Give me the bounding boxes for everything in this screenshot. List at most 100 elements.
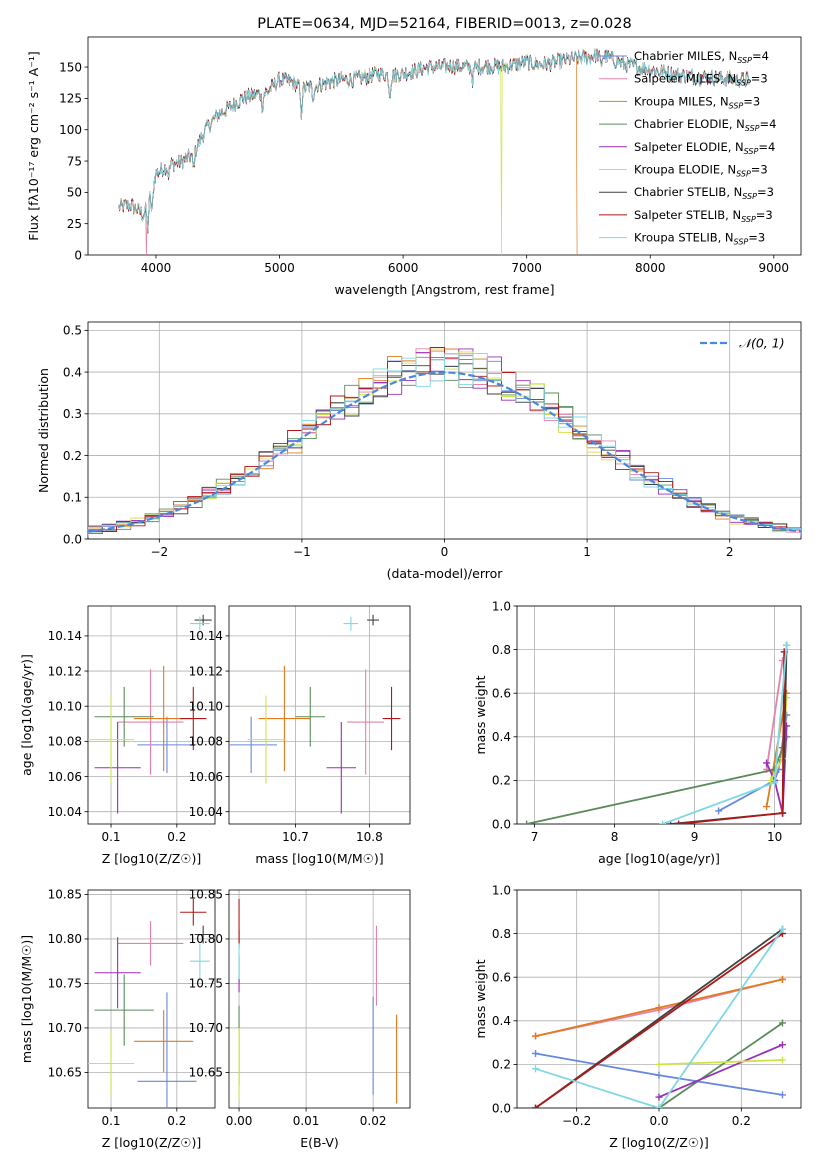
y-axis-label: Normed distribution: [36, 368, 51, 493]
point-kroupa-stelib: [659, 820, 667, 824]
y-axis-label: mass weight: [473, 675, 488, 754]
legend-entry: Salpeter STELIB, NSSP=3: [634, 208, 773, 224]
x-tick-label: 0.2: [732, 1114, 751, 1128]
spectrum-axes: 4000 5000 6000 7000 8000 9000 0 25 50 75 100 125 150…: [26, 36, 802, 297]
x-tick-label: 7000: [511, 261, 542, 275]
errorbar-kroupa-stelib: [343, 616, 359, 631]
residuals-axes: −2 −1 0 1 2 0.0 0.1 0.2 0.3 0.4 0.5 (data-model)/er…: [36, 321, 802, 581]
x-tick-label: 0.2: [167, 830, 186, 844]
point-chabrier-miles: [778, 1091, 786, 1099]
y-tick-label: 75: [67, 154, 82, 168]
x-tick-label: 0: [441, 545, 449, 559]
y-tick-label: 0.4: [63, 365, 82, 379]
point-salpeter-elodie: [763, 759, 771, 767]
x-tick-label: −0.2: [562, 1114, 591, 1128]
point-chabrier-miles: [532, 1050, 540, 1057]
point-kroupa-miles: [778, 975, 786, 983]
errorbar-kroupa-elodie: [247, 695, 285, 784]
mass_weight_vs_age-grid: [517, 605, 801, 825]
y-tick-label: 10.06: [189, 770, 223, 784]
histogram-kroupa-stelib: [88, 353, 801, 534]
legend-entry: Salpeter MILES, NSSP=3: [634, 72, 768, 88]
legend-entry: Salpeter ELODIE, NSSP=4: [634, 140, 775, 156]
x-tick-label: 0.1: [101, 830, 120, 844]
y-tick-label: 10.08: [48, 735, 82, 749]
x-tick-label: 9: [691, 830, 699, 844]
point-kroupa-stelib: [778, 925, 786, 933]
point-salpeter-stelib: [675, 820, 683, 824]
x-tick-label: 10.7: [282, 830, 309, 844]
x-tick-label: −2: [150, 545, 168, 559]
y-tick-label: 50: [67, 186, 82, 200]
y-tick-label: 100: [59, 123, 82, 137]
x-tick-label: 1: [583, 545, 591, 559]
y-tick-label: 10.04: [189, 805, 223, 819]
point-chabrier-miles: [655, 1071, 663, 1079]
point-chabrier-miles: [715, 807, 723, 815]
residuals-frame: [87, 321, 802, 540]
errorbar-chabrier-stelib: [367, 614, 379, 626]
y-tick-label: 1.0: [492, 883, 511, 897]
line-chabrier-stelib: [670, 645, 788, 824]
y-tick-label: 10.08: [189, 735, 223, 749]
errorbar-chabrier-miles: [137, 716, 197, 774]
spectrum-frame: [87, 36, 802, 256]
spectrum-legend: Chabrier MILES, NSSP=4 Salpeter MILES, NS…: [599, 49, 776, 247]
point-kroupa-elodie: [655, 1060, 663, 1068]
age_vs_mass-axes: 10.7 10.8 10.04 10.06 10.08 10.10 10.12 10.14 ma…: [189, 605, 411, 866]
y-tick-label: 10.06: [48, 770, 82, 784]
y-axis-label: mass weight: [473, 959, 488, 1038]
mass_weight_vs_Z-lines: [532, 925, 786, 1108]
x-tick-label: 10.8: [356, 830, 383, 844]
errorbar-salpeter-miles: [347, 669, 385, 775]
point-kroupa-miles: [763, 803, 771, 811]
point-kroupa-elodie: [778, 1056, 786, 1064]
spectrum-series-kroupa-stelib: [118, 48, 750, 233]
x-axis-label: Z [log10(Z/Z☉)]: [609, 1135, 709, 1150]
errorbar-kroupa-stelib: [189, 616, 210, 631]
errorbar-salpeter-miles: [117, 669, 184, 775]
x-tick-label: 0.2: [167, 1114, 186, 1128]
y-tick-label: 0.8: [492, 643, 511, 657]
y-tick-label: 0.0: [492, 1101, 511, 1115]
x-tick-label: 6000: [388, 261, 419, 275]
y-tick-label: 10.14: [189, 629, 223, 643]
x-tick-label: 0.00: [226, 1114, 253, 1128]
point-kroupa-miles: [532, 1032, 540, 1040]
mass_vs_ebv-grid: [229, 890, 410, 1108]
x-axis-label: (data-model)/error: [387, 566, 504, 581]
point-salpeter-stelib: [532, 1104, 540, 1108]
y-tick-label: 0.4: [492, 730, 511, 744]
errorbar-chabrier-stelib: [194, 925, 212, 944]
errorbar-salpeter-miles: [117, 921, 184, 966]
y-tick-label: 10.10: [48, 700, 82, 714]
age_vs_Z-frame: [87, 605, 216, 825]
legend-entry: Chabrier MILES, NSSP=4: [634, 49, 769, 65]
x-tick-label: 9000: [759, 261, 790, 275]
x-tick-label: 2: [726, 545, 734, 559]
line-salpeter-miles: [765, 660, 784, 770]
x-tick-label: 0.01: [293, 1114, 320, 1128]
y-tick-label: 25: [67, 217, 82, 231]
x-tick-label: 0.02: [360, 1114, 387, 1128]
y-tick-label: 0.5: [63, 324, 82, 338]
legend-entry: Chabrier ELODIE, NSSP=4: [634, 117, 776, 133]
errorbar-salpeter-stelib: [180, 898, 207, 926]
y-tick-label: 150: [59, 60, 82, 74]
errorbar-kroupa-elodie: [88, 1032, 135, 1095]
errorbar-kroupa-miles: [258, 665, 311, 772]
y-tick-label: 10.75: [48, 977, 82, 991]
point-salpeter-elodie: [655, 1093, 663, 1101]
errorbar-salpeter-elodie: [94, 722, 141, 814]
y-tick-label: 10.70: [48, 1021, 82, 1035]
point-kroupa-elodie: [767, 776, 775, 784]
line-kroupa-stelib: [535, 928, 784, 1108]
y-tick-label: 0.2: [492, 774, 511, 788]
x-tick-label: 4000: [141, 261, 172, 275]
line-salpeter-elodie: [658, 1043, 783, 1098]
x-axis-label: age [log10(age/yr)]: [598, 851, 720, 866]
errorbar-chabrier-miles: [229, 716, 278, 774]
y-tick-label: 10.65: [189, 1066, 223, 1080]
errorbar-chabrier-elodie: [94, 686, 154, 747]
mass_weight_vs_age-frame: [516, 605, 802, 825]
